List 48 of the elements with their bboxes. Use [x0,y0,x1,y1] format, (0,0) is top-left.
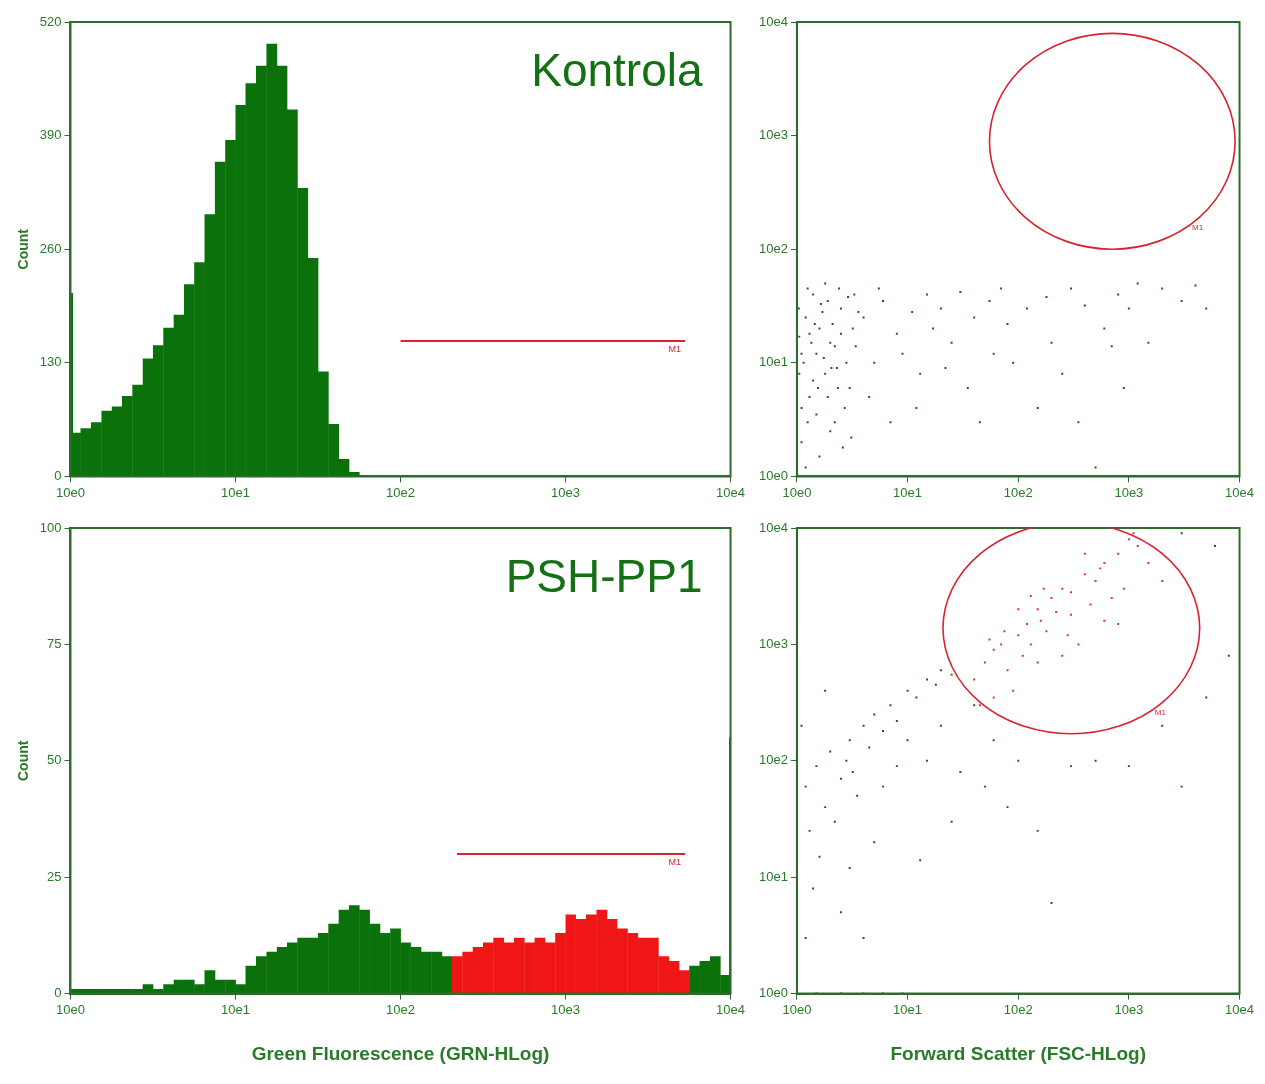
annotation: M1 [1192,222,1204,232]
x-tick-label: 10e3 [1114,1001,1144,1017]
x-tick-label: 10e3 [551,1001,580,1017]
series-label: M1 [668,343,682,354]
x-tick-label: 10e1 [893,1001,923,1017]
x-tick-label: 10e4 [716,484,745,500]
y-tick-label: 10e2 [759,240,788,256]
x-axis-title: Forward Scatter (FSC-HLog) [890,1042,1146,1064]
x-tick-label: 10e3 [551,484,580,500]
annotation: M1 [1154,708,1167,718]
y-tick-label: 390 [39,127,62,143]
y-tick-label: 10e4 [759,519,788,535]
y-tick-label: 520 [39,13,62,29]
y-axis-title: Count [15,228,32,270]
y-tick-label: 75 [47,635,62,651]
y-tick-label: 50 [47,752,62,768]
x-tick-label: 10e4 [1225,1001,1254,1017]
y-tick-label: 10e3 [759,127,788,143]
y-tick-label: 130 [39,354,62,370]
y-tick-label: 10e0 [759,467,788,483]
x-tick-label: 10e0 [782,1001,812,1017]
y-tick-label: 0 [54,467,62,483]
x-tick-label: 10e1 [221,1001,250,1017]
x-tick-label: 10e2 [386,1001,415,1017]
text: PSH-PP1 [505,549,703,602]
x-tick-label: 10e2 [1003,1001,1033,1017]
y-tick-label: 10e4 [759,13,788,29]
text: Kontrola [531,43,703,96]
y-tick-label: 25 [47,868,62,884]
y-axis-title: Count [15,740,32,782]
y-tick-label: 10e3 [759,635,788,651]
y-tick-label: 0 [54,985,62,1001]
y-tick-label: 100 [39,519,62,535]
y-tick-label: 10e1 [759,354,788,370]
x-tick-label: 10e0 [782,484,812,500]
x-tick-label: 10e4 [716,1001,745,1017]
x-tick-label: 10e2 [1003,484,1033,500]
x-tick-label: 10e2 [386,484,415,500]
y-tick-label: 10e2 [759,752,788,768]
x-tick-label: 10e4 [1225,484,1254,500]
y-tick-label: 10e1 [759,868,788,884]
y-tick-label: 260 [39,240,62,256]
y-tick-label: 10e0 [759,985,788,1001]
x-axis-title: Green Fluorescence (GRN-HLog) [251,1042,550,1064]
series-label: M1 [668,856,682,867]
x-tick-label: 10e3 [1114,484,1144,500]
x-tick-label: 10e1 [893,484,923,500]
x-tick-label: 10e1 [221,484,250,500]
